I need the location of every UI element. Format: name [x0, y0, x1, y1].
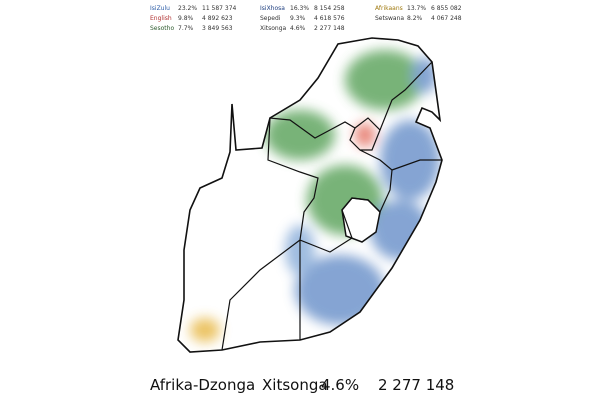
percent: 4.6%	[290, 25, 306, 32]
percent: 16.3%	[290, 5, 310, 12]
percent: 7.7%	[178, 25, 194, 32]
language: IsiXhosa	[260, 5, 285, 12]
language: IsiZulu	[150, 5, 170, 12]
count: 4 618 576	[314, 15, 345, 22]
percent: 8.2%	[407, 15, 423, 22]
count: 4 892 623	[202, 15, 233, 22]
language: Sesotho	[150, 25, 175, 32]
percent: 9.8%	[178, 15, 194, 22]
count: 4 067 248	[431, 15, 462, 22]
language: English	[150, 15, 172, 22]
count: 2 277 148	[314, 25, 345, 32]
count: 11 587 374	[202, 5, 237, 12]
legend-col-2: IsiXhosa 16.3% 8 154 258 Sepedi 9.3% 4 618 5…	[260, 5, 380, 35]
country-border	[177, 37, 443, 353]
percent: 13.7%	[407, 5, 427, 12]
caption-language: Xitsonga	[262, 376, 328, 394]
language: Xitsonga	[260, 25, 287, 32]
language: Setswana	[375, 15, 405, 22]
count: 6 855 082	[431, 5, 462, 12]
legend-col-3: Afrikaans 13.7% 6 855 082 Setswana 8.2% 4 06…	[375, 5, 495, 25]
province-borders	[221, 61, 442, 351]
count: 8 154 258	[314, 5, 345, 12]
legend-col-1: IsiZulu 23.2% 11 587 374 English 9.8% 4 892 …	[150, 5, 270, 35]
percent: 23.2%	[178, 5, 198, 12]
caption-name: Afrika-Dzonga	[150, 376, 256, 394]
caption-percent: 4.6%	[321, 376, 360, 394]
caption-count: 2 277 148	[378, 376, 455, 394]
percent: 9.3%	[290, 15, 306, 22]
count: 3 849 563	[202, 25, 233, 32]
language: Sepedi	[260, 15, 281, 22]
language: Afrikaans	[375, 5, 403, 12]
